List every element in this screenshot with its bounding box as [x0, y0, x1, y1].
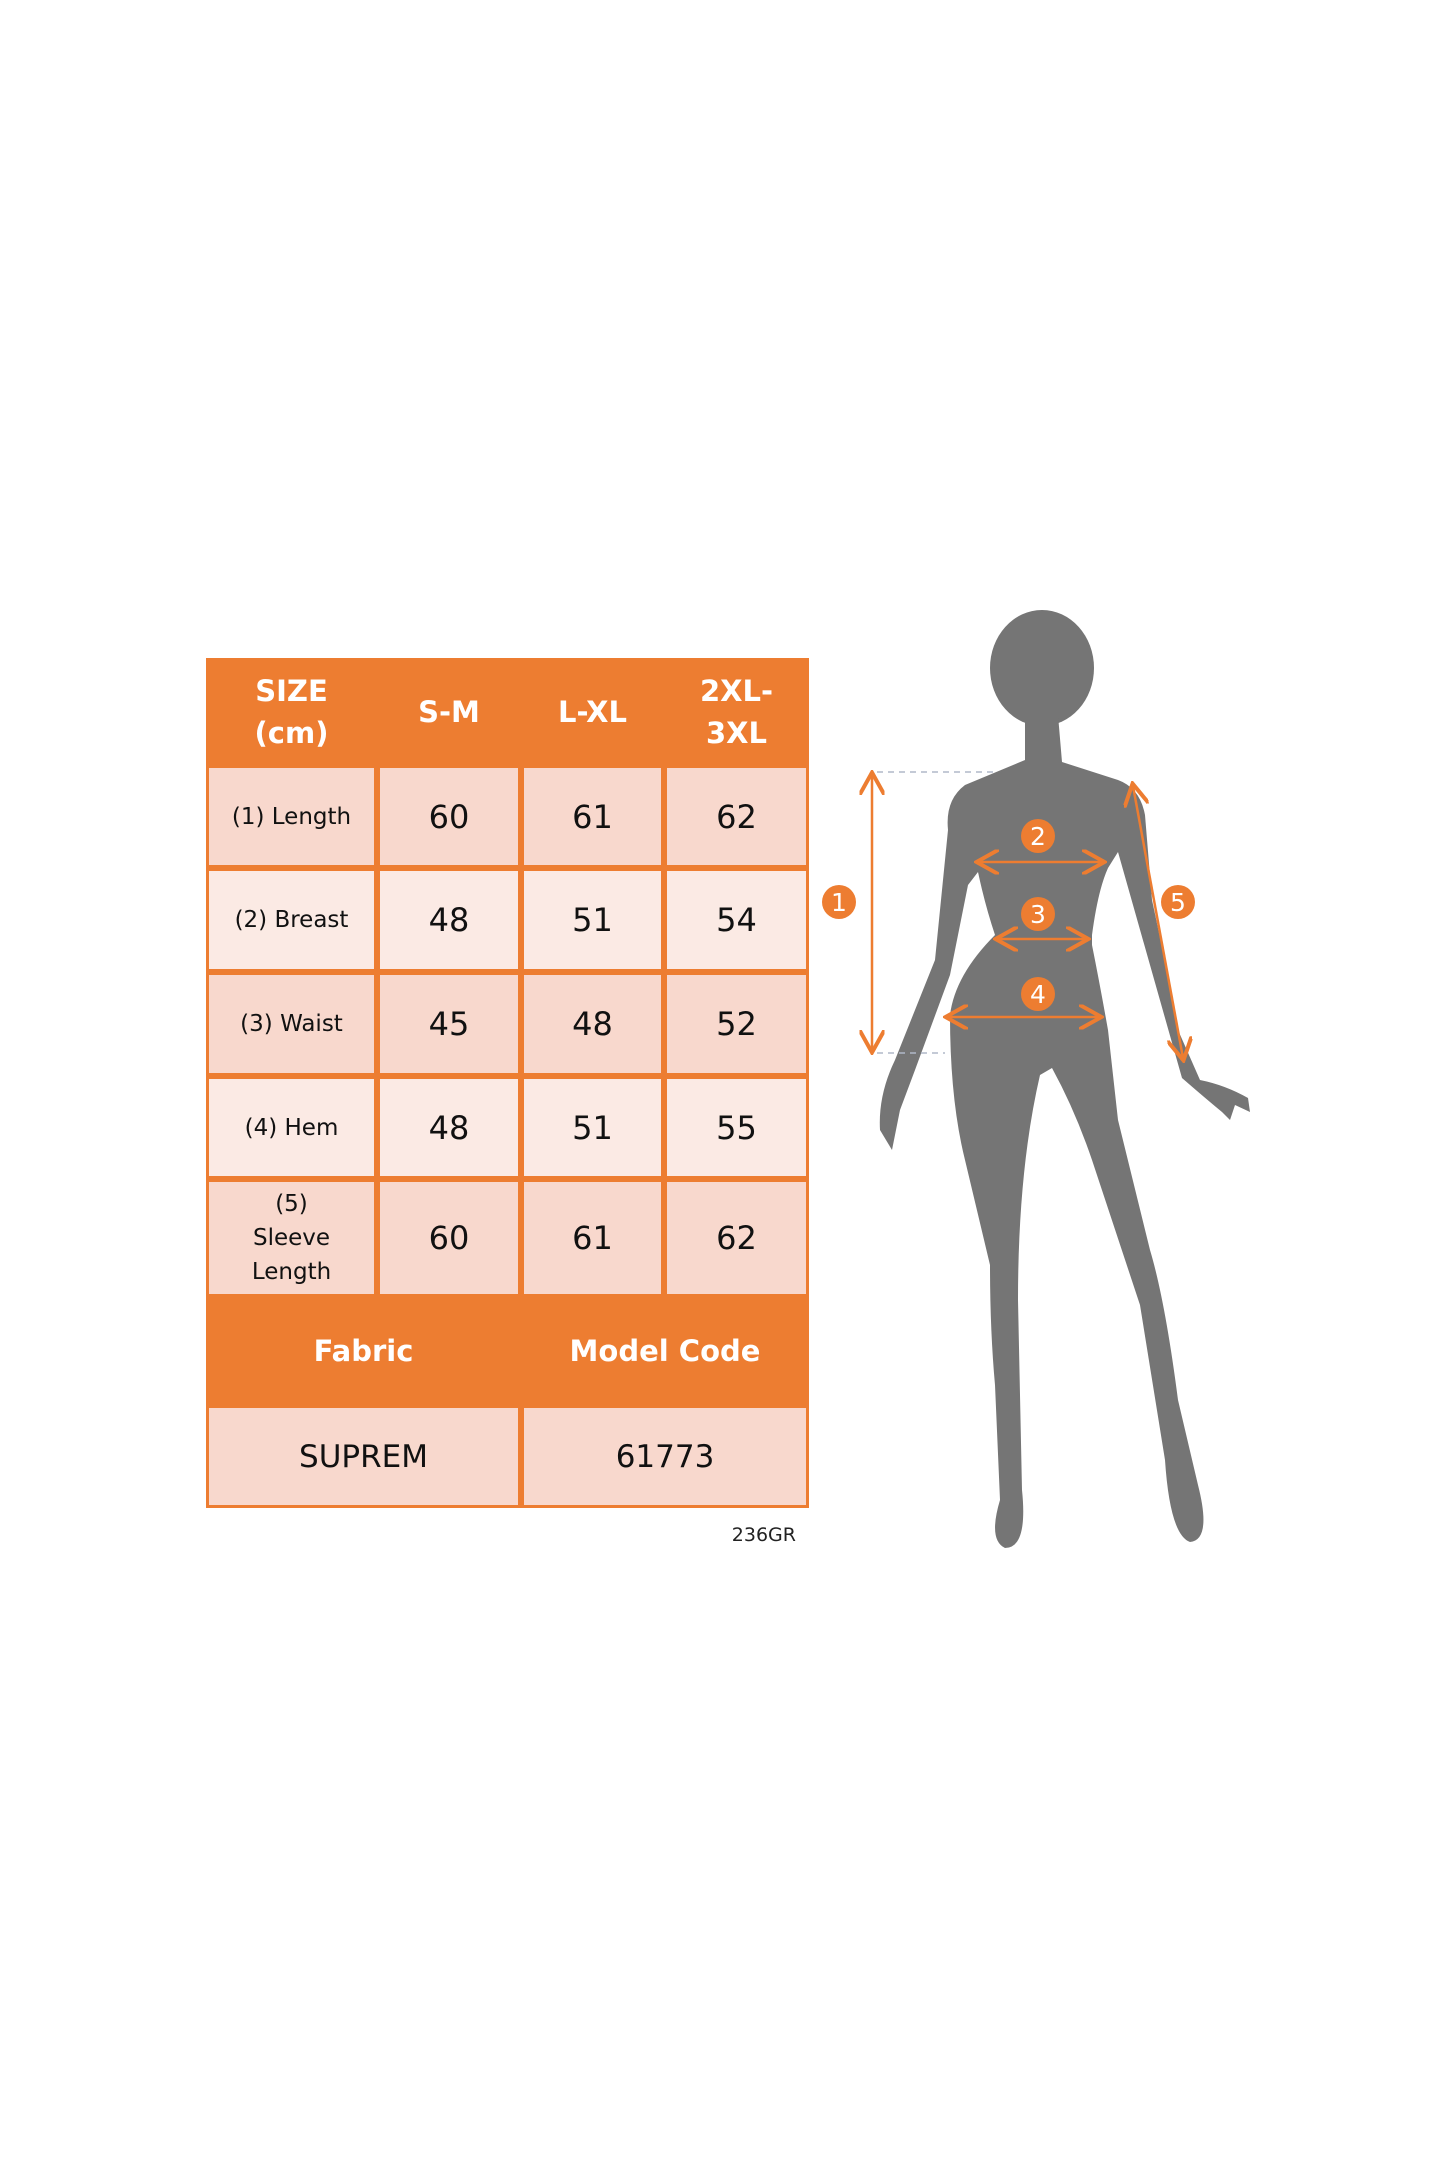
measurement-value-text: 51 [572, 901, 613, 939]
marker-number: 4 [1030, 980, 1046, 1009]
measurement-value: 48 [380, 871, 518, 969]
measurement-value-text: 54 [716, 901, 757, 939]
column-header: SIZE (cm) [209, 661, 374, 762]
footer-header-text: Model Code [569, 1334, 761, 1368]
column-header-line: SIZE [255, 673, 328, 708]
column-header-line: S-M [418, 694, 480, 729]
silhouette-head [990, 610, 1094, 726]
marker-number: 1 [831, 888, 847, 917]
measurement-value-text: 45 [428, 1005, 470, 1043]
row-label: (1) Length [209, 768, 374, 865]
measurement-value-text: 61 [572, 1219, 613, 1257]
footer-header: Model Code [524, 1300, 806, 1402]
measurement-value: 54 [667, 871, 806, 969]
measurement-value: 61 [524, 768, 661, 865]
measurement-value: 61 [524, 1182, 661, 1294]
measurement-value: 52 [667, 975, 806, 1073]
silhouette-body [879, 715, 1250, 1548]
marker-number: 3 [1030, 900, 1046, 929]
column-header-text: 2XL-3XL [699, 673, 774, 750]
row-label: (4) Hem [209, 1079, 374, 1176]
measurement-value-text: 48 [572, 1005, 613, 1043]
measurement-value: 51 [524, 871, 661, 969]
measurement-value-text: 52 [716, 1005, 757, 1043]
measurement-value: 51 [524, 1079, 661, 1176]
measurement-value-text: 55 [716, 1108, 757, 1147]
marker-circle [822, 885, 856, 919]
footer-value-text: SUPREM [299, 1438, 428, 1475]
column-header-line: L-XL [558, 694, 627, 729]
measurement-value: 60 [380, 768, 518, 865]
measurement-value: 62 [667, 768, 806, 865]
measurement-value-text: 62 [716, 797, 757, 836]
measurement-value: 62 [667, 1182, 806, 1294]
row-label-text: (5) Sleeve Length [251, 1191, 332, 1285]
row-label-text: (2) Breast [234, 907, 349, 933]
measurement-value: 45 [380, 975, 518, 1073]
measurement-value: 48 [524, 975, 661, 1073]
footer-value: 61773 [524, 1408, 806, 1505]
row-label: (3) Waist [209, 975, 374, 1073]
measurement-value-text: 60 [428, 1219, 470, 1257]
marker-number: 5 [1170, 888, 1186, 917]
measurement-value: 55 [667, 1079, 806, 1176]
row-label-text: (1) Length [231, 803, 352, 830]
row-label-text: (4) Hem [244, 1114, 339, 1141]
measurement-value-text: 48 [428, 901, 470, 939]
column-header: L-XL [524, 661, 661, 762]
marker-circle [1021, 977, 1055, 1011]
footer-header: Fabric [209, 1300, 518, 1402]
column-header: S-M [380, 661, 518, 762]
footer-value-text: 61773 [615, 1438, 715, 1475]
row-label: (2) Breast [209, 871, 374, 969]
measurement-value-text: 61 [572, 797, 613, 836]
column-header-line: (cm) [254, 715, 329, 750]
row-label-text: (3) Waist [240, 1011, 343, 1037]
column-header: 2XL-3XL [667, 661, 806, 762]
size-chart-table: SIZE (cm) S-M L-XL 2XL-3XL (1) Length 60 61 62 (2… [206, 658, 809, 1508]
marker-circle [1021, 819, 1055, 853]
sleeve-arrow [1133, 786, 1183, 1058]
measurement-value-text: 60 [428, 797, 470, 836]
measurement-value: 48 [380, 1079, 518, 1176]
footer-header-text: Fabric [313, 1334, 414, 1368]
measurement-value-text: 48 [428, 1108, 470, 1147]
marker-number: 2 [1030, 822, 1046, 851]
row-label: (5) Sleeve Length [209, 1182, 374, 1294]
measurement-value: 60 [380, 1182, 518, 1294]
marker-circle [1161, 885, 1195, 919]
measurement-value-text: 51 [572, 1108, 613, 1147]
footer-value: SUPREM [209, 1408, 518, 1505]
marker-circle [1021, 897, 1055, 931]
measurement-value-text: 62 [716, 1219, 757, 1257]
product-code: 236GR [731, 1524, 796, 1546]
